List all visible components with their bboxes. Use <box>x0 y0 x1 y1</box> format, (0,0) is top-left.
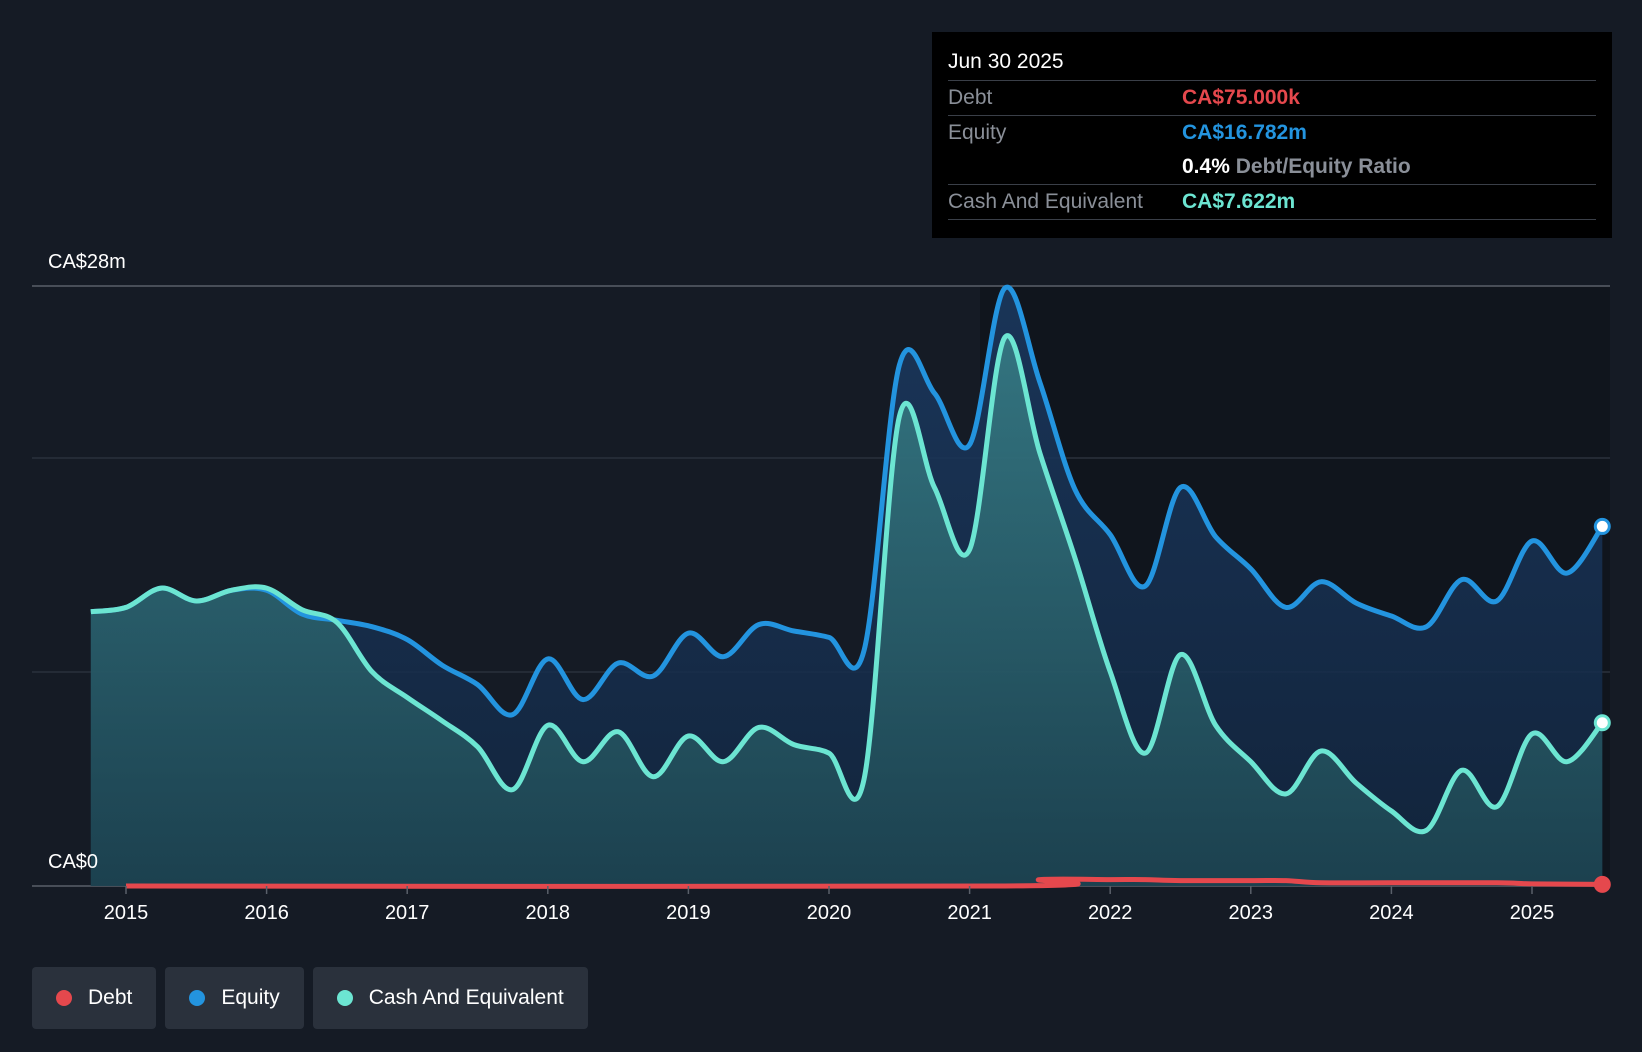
legend-item-debt[interactable]: Debt <box>32 967 157 1029</box>
x-tick-label-2025: 2025 <box>1510 902 1555 924</box>
x-tick-label-2020: 2020 <box>807 902 852 924</box>
legend-item-equity[interactable]: Equity <box>165 967 304 1029</box>
data-tooltip: Jun 30 2025 Debt CA$75.000k Equity CA$16… <box>932 32 1612 238</box>
x-tick-label-2019: 2019 <box>666 902 711 924</box>
tooltip-equity-value: CA$16.782m <box>1182 121 1307 144</box>
x-tick-label-2021: 2021 <box>947 902 992 924</box>
equity-endpoint-marker <box>1593 517 1611 535</box>
x-tick-label-2017: 2017 <box>385 902 430 924</box>
x-tick-label-2024: 2024 <box>1369 902 1414 924</box>
chart-legend: Debt Equity Cash And Equivalent <box>32 967 588 1029</box>
cash-area <box>90 335 1603 887</box>
tooltip-debt-row: Debt CA$75.000k <box>948 80 1596 115</box>
tooltip-ratio-label: Debt/Equity Ratio <box>1235 155 1411 178</box>
cash-endpoint-marker <box>1593 714 1611 732</box>
x-tick-label-2018: 2018 <box>526 902 571 924</box>
x-tick-label-2016: 2016 <box>244 902 289 924</box>
cash-line <box>90 333 1605 835</box>
y-axis-max-label: CA$28m <box>48 251 126 273</box>
legend-dot-equity <box>189 990 206 1006</box>
x-axis-ticks: 2015 2016 2017 2018 2019 2020 2021 2022 2023 2024… <box>104 886 1555 924</box>
legend-dot-debt <box>56 990 72 1006</box>
debt-line <box>125 876 1603 889</box>
tooltip-cash-row: Cash And Equivalent CA$7.622m <box>948 184 1596 220</box>
equity-line <box>90 284 1605 718</box>
legend-label-cash: Cash And Equivalent <box>368 986 564 1009</box>
x-tick-label-2023: 2023 <box>1229 902 1274 924</box>
tooltip-ratio-value: 0.4% <box>1182 155 1230 178</box>
tooltip-debt-label: Debt <box>948 86 993 109</box>
series-endpoints <box>1593 517 1611 893</box>
legend-dot-cash <box>336 990 353 1006</box>
x-tick-label-2015: 2015 <box>104 902 149 924</box>
tooltip-date: Jun 30 2025 <box>948 50 1064 73</box>
tooltip-equity-label: Equity <box>948 121 1007 144</box>
tooltip-equity-row: Equity CA$16.782m <box>948 115 1596 150</box>
legend-label-equity: Equity <box>221 986 280 1009</box>
y-axis-min-label: CA$0 <box>48 851 99 873</box>
tooltip-cash-value: CA$7.622m <box>1182 190 1296 213</box>
legend-label-debt: Debt <box>88 986 133 1009</box>
x-tick-label-2022: 2022 <box>1088 902 1133 924</box>
tooltip-debt-value: CA$75.000k <box>1182 86 1300 109</box>
debt-endpoint-marker <box>1593 875 1611 893</box>
tooltip-ratio-row: 0.4% Debt/Equity Ratio <box>948 150 1596 184</box>
tooltip-cash-label: Cash And Equivalent <box>948 190 1143 213</box>
legend-item-cash[interactable]: Cash And Equivalent <box>312 967 588 1029</box>
